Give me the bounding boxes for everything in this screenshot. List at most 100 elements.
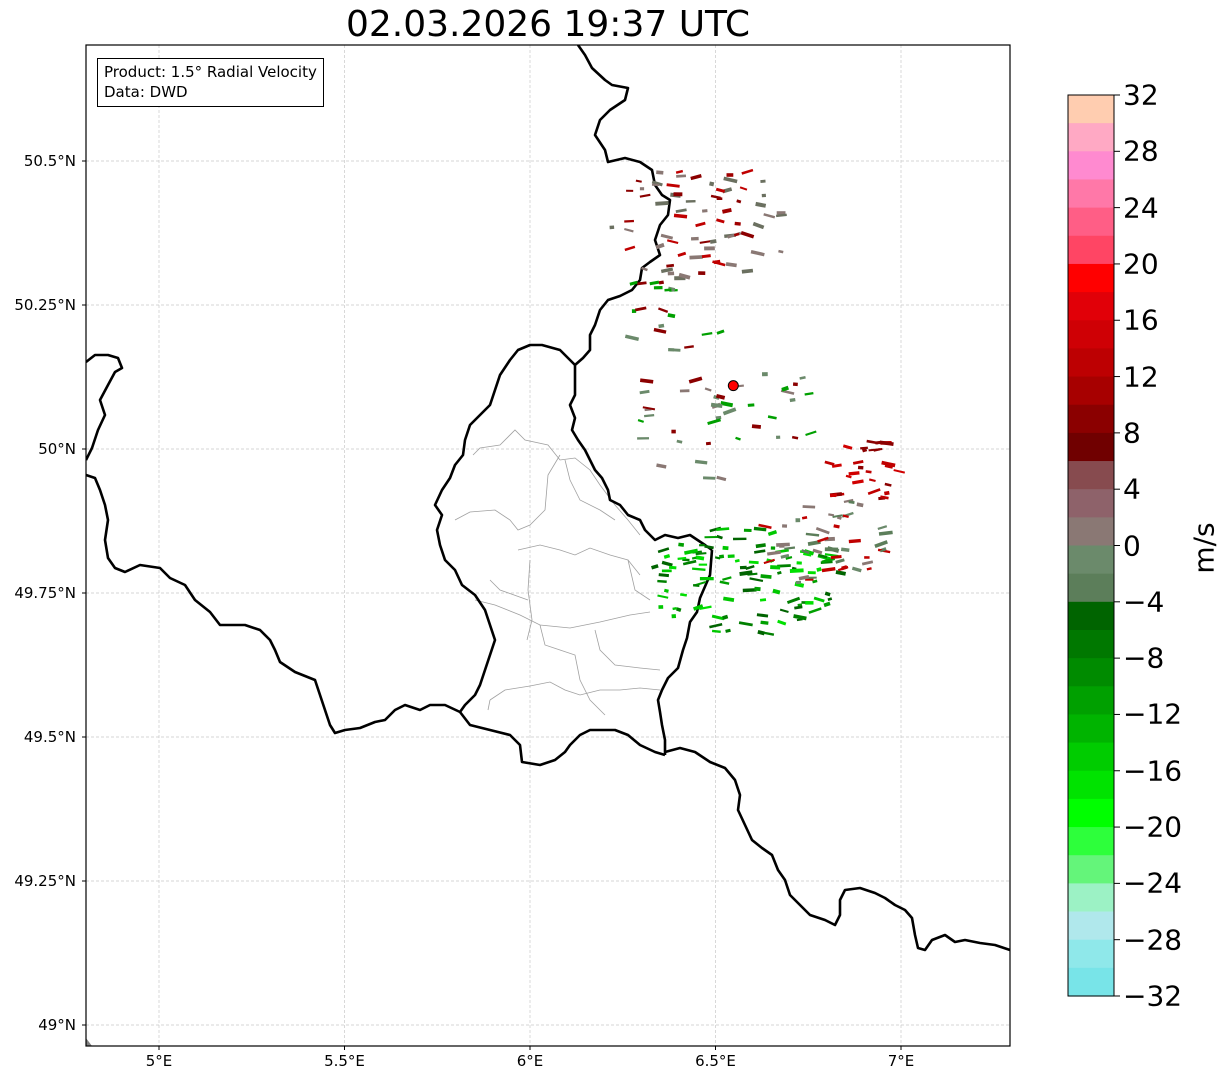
colorbar-segment: [1068, 292, 1114, 321]
velocity-echo: [690, 174, 702, 181]
velocity-echo: [865, 470, 872, 474]
velocity-echo: [716, 197, 723, 200]
velocity-echo: [808, 607, 822, 614]
velocity-echo: [722, 407, 737, 416]
velocity-echo: [725, 262, 737, 268]
velocity-echo: [695, 552, 707, 556]
velocity-echo: [709, 622, 723, 629]
velocity-echo: [736, 199, 742, 204]
velocity-echo: [821, 567, 836, 573]
velocity-echo: [880, 548, 886, 553]
velocity-echo: [761, 193, 767, 198]
colorbar-segment: [1068, 95, 1114, 124]
colorbar-segment: [1068, 461, 1114, 490]
colorbar-tick-label: −28: [1123, 923, 1183, 957]
velocity-echo: [624, 334, 640, 341]
lat-label: 49.25°N: [14, 872, 76, 890]
velocity-echo: [656, 170, 664, 175]
velocity-echo: [709, 239, 717, 244]
velocity-echo: [722, 614, 729, 620]
colorbar-segment: [1068, 573, 1114, 603]
velocity-echo: [653, 286, 663, 290]
velocity-echo: [624, 228, 634, 233]
velocity-echo: [741, 268, 754, 274]
velocity-echo: [835, 558, 845, 564]
colorbar-segment: [1068, 123, 1114, 152]
velocity-echo: [624, 219, 635, 223]
velocity-echo: [719, 580, 730, 585]
velocity-echo: [823, 601, 831, 608]
velocity-echo: [757, 630, 765, 636]
velocity-echo: [878, 530, 893, 536]
velocity-echo: [759, 598, 767, 602]
velocity-echo: [802, 505, 816, 509]
velocity-echo: [879, 440, 894, 446]
velocity-echo: [675, 208, 687, 214]
colorbar-tick-label: 4: [1123, 472, 1141, 506]
velocity-echo: [664, 288, 672, 292]
velocity-echo: [667, 271, 675, 276]
velocity-echo: [796, 561, 802, 565]
velocity-echo: [660, 233, 674, 240]
velocity-echo: [726, 173, 734, 177]
colorbar-tick-label: −24: [1123, 866, 1183, 900]
velocity-echo: [770, 546, 776, 550]
velocity-echo: [848, 500, 855, 504]
velocity-echo: [805, 577, 814, 581]
velocity-echo: [658, 307, 669, 313]
velocity-echo: [635, 306, 647, 312]
velocity-echo: [655, 242, 665, 250]
velocity-echo: [789, 568, 804, 573]
colorbar-tick-label: −12: [1123, 697, 1183, 731]
velocity-echo: [776, 211, 786, 215]
velocity-echo: [723, 176, 738, 184]
velocity-echo: [779, 545, 785, 548]
velocity-echo: [666, 239, 679, 245]
velocity-echo: [727, 554, 735, 558]
velocity-echo: [805, 532, 820, 537]
velocity-echo: [789, 397, 796, 403]
colorbar-segment: [1068, 432, 1114, 462]
velocity-echo: [754, 586, 761, 592]
velocity-echo: [660, 267, 674, 274]
colorbar-segment: [1068, 207, 1114, 237]
velocity-echo: [657, 547, 670, 554]
velocity-echo: [831, 463, 842, 468]
velocity-echo: [784, 546, 796, 550]
velocity-echo: [782, 524, 788, 528]
colorbar-segment: [1068, 404, 1114, 434]
colorbar-tick-label: 28: [1123, 134, 1159, 168]
colorbar-tick-label: 32: [1123, 78, 1159, 112]
velocity-echo: [801, 549, 810, 555]
velocity-echo: [755, 201, 767, 208]
velocity-echo: [631, 309, 637, 313]
colorbar-segment: [1068, 517, 1114, 547]
velocity-echo: [702, 476, 716, 480]
velocity-echo: [758, 523, 772, 529]
velocity-echo: [704, 544, 714, 550]
velocity-echo: [840, 547, 850, 552]
velocity-echo: [763, 213, 776, 219]
velocity-echo: [694, 459, 708, 465]
lat-label: 50°N: [38, 440, 76, 458]
velocity-echo: [795, 518, 801, 523]
colorbar-segment: [1068, 376, 1114, 406]
velocity-echo: [673, 213, 688, 219]
velocity-echo: [770, 565, 781, 570]
colorbar-segment: [1068, 855, 1114, 884]
velocity-echo: [693, 604, 704, 611]
velocity-echo: [868, 447, 883, 452]
velocity-echo: [818, 553, 828, 559]
lon-label: 6°E: [516, 1052, 544, 1070]
velocity-echo: [716, 475, 727, 482]
velocity-echo: [722, 207, 732, 214]
velocity-echo: [692, 584, 700, 587]
velocity-echo: [756, 613, 769, 618]
velocity-echo: [691, 556, 697, 560]
velocity-echo: [732, 537, 747, 541]
velocity-echo: [740, 231, 755, 239]
velocity-echo: [711, 629, 721, 633]
colorbar-unit-label: m/s: [1187, 522, 1221, 574]
velocity-echo: [767, 415, 777, 420]
velocity-echo: [776, 435, 781, 439]
